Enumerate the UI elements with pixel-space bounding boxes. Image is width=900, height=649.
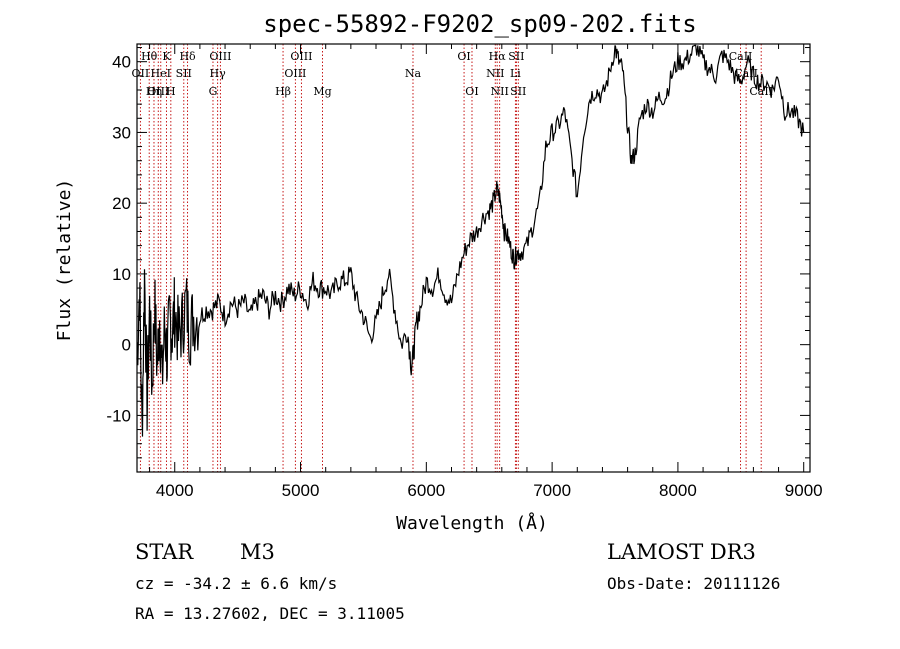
line-label-21: NII xyxy=(486,67,504,80)
line-label-8: Hδ xyxy=(179,50,196,63)
y-tick-label-4: 30 xyxy=(112,123,131,142)
x-tick-label-0: 4000 xyxy=(156,481,194,500)
line-label-5: H xyxy=(166,85,176,98)
x-tick-label-3: 7000 xyxy=(533,481,571,500)
line-label-16: Na xyxy=(405,67,422,80)
chart-title: spec-55892-F9202_sp09-202.fits xyxy=(263,10,696,38)
redshift-cz: cz = -34.2 ± 6.6 km/s xyxy=(135,574,337,593)
y-tick-label-2: 10 xyxy=(112,265,131,284)
line-label-1: Hθ xyxy=(141,50,158,63)
line-label-7: SII xyxy=(176,67,192,80)
spectral-line-labels: OII Hθ OIII K HeI H Hη SII Hδ OIII Hγ G Hβ OIII OIII Mg… xyxy=(132,50,773,98)
flux-series-line xyxy=(136,44,805,437)
line-label-9: OIII xyxy=(209,50,231,63)
line-label-13: OIII xyxy=(290,50,312,63)
line-label-17: OI xyxy=(457,50,470,63)
y-axis-ticks: -10 0 10 20 30 40 xyxy=(106,47,810,459)
line-label-2: OIII xyxy=(147,85,169,98)
line-label-10: Hγ xyxy=(210,67,227,80)
x-tick-label-1: 5000 xyxy=(282,481,320,500)
line-label-4: HeI xyxy=(151,67,171,80)
line-label-23: NII xyxy=(491,85,509,98)
line-label-15: Mg xyxy=(313,85,331,98)
line-label-12: Hβ xyxy=(275,85,291,98)
line-label-24: SII xyxy=(510,85,526,98)
line-label-6: Hη xyxy=(146,85,162,98)
line-label-0: OII xyxy=(132,67,150,80)
x-tick-label-4: 8000 xyxy=(659,481,697,500)
spectral-line-markers xyxy=(139,44,762,472)
object-class: STAR xyxy=(135,540,194,564)
line-label-11: G xyxy=(209,85,218,98)
coordinates: RA = 13.27602, DEC = 3.11005 xyxy=(135,604,405,623)
line-label-27: CaII xyxy=(749,85,773,98)
line-label-18: OI xyxy=(465,85,478,98)
y-tick-label-1: 0 xyxy=(122,336,131,355)
x-tick-label-5: 9000 xyxy=(785,481,823,500)
line-label-22: Li xyxy=(510,67,521,80)
y-tick-label-3: 20 xyxy=(112,194,131,213)
x-axis-ticks: 4000 5000 6000 7000 8000 9000 xyxy=(149,44,823,500)
plot-frame xyxy=(136,43,811,473)
survey-name: LAMOST DR3 xyxy=(607,540,756,564)
y-tick-label-0: -10 xyxy=(106,406,131,425)
x-axis-label: Wavelength (Å) xyxy=(396,512,548,534)
line-label-14: OIII xyxy=(284,67,306,80)
line-label-19: Hα xyxy=(489,50,507,63)
x-tick-label-2: 6000 xyxy=(407,481,445,500)
line-label-20: SII xyxy=(508,50,524,63)
observation-date: Obs-Date: 20111126 xyxy=(607,574,780,593)
y-axis-label: Flux (relative) xyxy=(54,179,75,342)
y-tick-label-5: 40 xyxy=(112,53,131,72)
object-subclass: M3 xyxy=(240,540,275,564)
line-label-25: CaII xyxy=(729,50,753,63)
line-label-3: K xyxy=(162,50,171,63)
